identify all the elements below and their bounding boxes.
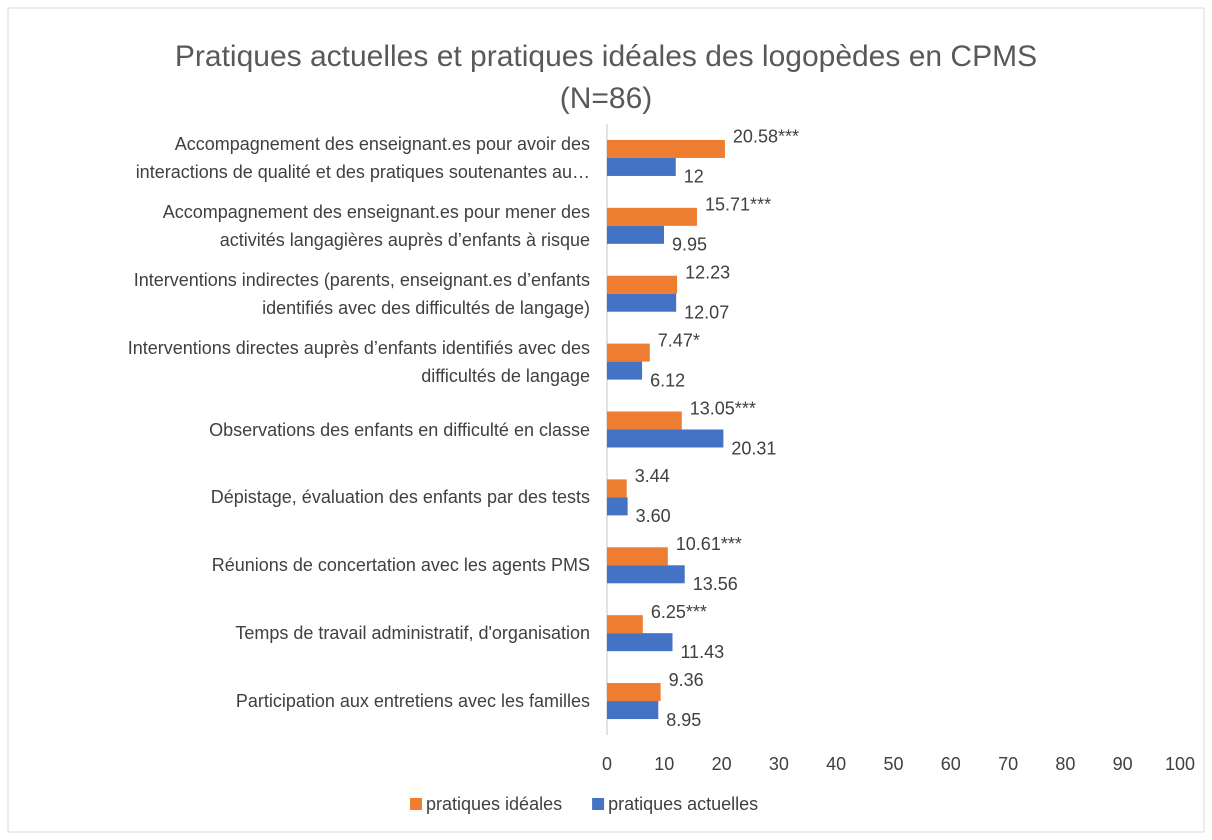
data-label: 8.95 bbox=[666, 710, 701, 730]
category-label: Accompagnement des enseignant.es pour av… bbox=[135, 133, 590, 182]
data-label: 20.58*** bbox=[733, 127, 799, 147]
bar bbox=[607, 343, 650, 362]
data-label: 11.43 bbox=[680, 642, 724, 662]
data-label: 7.47* bbox=[658, 330, 700, 350]
category-label: Participation aux entretiens avec les fa… bbox=[235, 691, 590, 712]
data-label: 13.05*** bbox=[690, 398, 756, 418]
legend-label: pratiques idéales bbox=[426, 794, 562, 814]
category-label: Interventions indirectes (parents, ensei… bbox=[133, 269, 590, 318]
bar bbox=[607, 275, 678, 294]
data-label: 12.23 bbox=[685, 262, 730, 282]
bar bbox=[607, 615, 643, 634]
chart-title: Pratiques actuelles et pratiques idéales… bbox=[174, 40, 1038, 115]
data-label: 12.07 bbox=[684, 302, 729, 322]
category-label: Temps de travail administratif, d'organi… bbox=[235, 623, 590, 644]
bar bbox=[607, 157, 676, 176]
data-label: 6.25*** bbox=[651, 602, 707, 622]
legend-swatch bbox=[410, 798, 422, 810]
bar bbox=[607, 633, 673, 652]
data-label: 20.31 bbox=[731, 438, 776, 458]
bar bbox=[607, 429, 724, 448]
bar bbox=[607, 683, 661, 702]
bar bbox=[607, 225, 665, 244]
x-tick-label: 100 bbox=[1165, 754, 1195, 774]
x-tick-label: 0 bbox=[602, 754, 612, 774]
x-tick-label: 30 bbox=[769, 754, 789, 774]
bar bbox=[607, 497, 628, 516]
x-tick-label: 70 bbox=[998, 754, 1018, 774]
chart-border bbox=[7, 7, 1205, 833]
bar bbox=[607, 361, 643, 380]
legend-label: pratiques actuelles bbox=[608, 794, 758, 814]
legend-swatch bbox=[592, 798, 605, 810]
x-tick-label: 90 bbox=[1113, 754, 1133, 774]
category-label: Interventions directes auprès d’enfants … bbox=[127, 337, 590, 386]
data-label: 3.60 bbox=[636, 506, 671, 526]
bar bbox=[607, 293, 677, 312]
bar bbox=[607, 701, 659, 720]
category-label: Accompagnement des enseignant.es pour me… bbox=[162, 201, 590, 250]
category-label: Réunions de concertation avec les agents… bbox=[211, 555, 590, 576]
data-label: 3.44 bbox=[635, 466, 670, 486]
data-label: 15.71*** bbox=[705, 195, 771, 215]
data-label: 9.36 bbox=[669, 670, 704, 690]
data-label: 9.95 bbox=[672, 235, 707, 255]
x-tick-label: 50 bbox=[883, 754, 903, 774]
data-label: 13.56 bbox=[693, 574, 738, 594]
data-label: 12 bbox=[684, 167, 704, 187]
bar bbox=[607, 139, 725, 158]
category-label: Observations des enfants en difficulté e… bbox=[209, 419, 590, 440]
bar bbox=[607, 565, 685, 584]
bar bbox=[607, 479, 627, 498]
x-tick-label: 40 bbox=[826, 754, 846, 774]
data-label: 6.12 bbox=[650, 370, 685, 390]
x-tick-label: 80 bbox=[1055, 754, 1075, 774]
x-tick-label: 20 bbox=[712, 754, 732, 774]
x-tick-label: 10 bbox=[654, 754, 674, 774]
bar bbox=[607, 547, 668, 566]
bar bbox=[607, 411, 682, 430]
category-label: Dépistage, évaluation des enfants par de… bbox=[210, 487, 590, 508]
x-tick-label: 60 bbox=[941, 754, 961, 774]
data-label: 10.61*** bbox=[676, 534, 742, 554]
bar bbox=[607, 207, 698, 226]
